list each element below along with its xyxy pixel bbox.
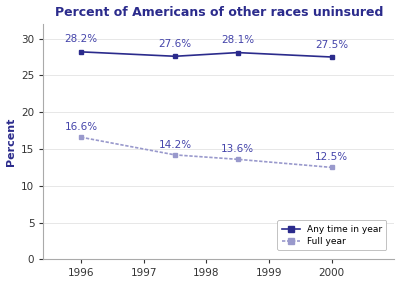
Text: 28.1%: 28.1% <box>221 35 254 45</box>
Text: 27.5%: 27.5% <box>315 40 348 50</box>
Y-axis label: Percent: Percent <box>6 118 16 166</box>
Text: 14.2%: 14.2% <box>158 140 192 150</box>
Title: Percent of Americans of other races uninsured: Percent of Americans of other races unin… <box>55 6 383 18</box>
Text: 28.2%: 28.2% <box>64 34 98 45</box>
Text: 13.6%: 13.6% <box>221 144 254 154</box>
Text: 12.5%: 12.5% <box>315 152 348 162</box>
Text: 27.6%: 27.6% <box>158 39 192 49</box>
Text: 16.6%: 16.6% <box>64 122 98 132</box>
Legend: Any time in year, Full year: Any time in year, Full year <box>277 220 386 250</box>
